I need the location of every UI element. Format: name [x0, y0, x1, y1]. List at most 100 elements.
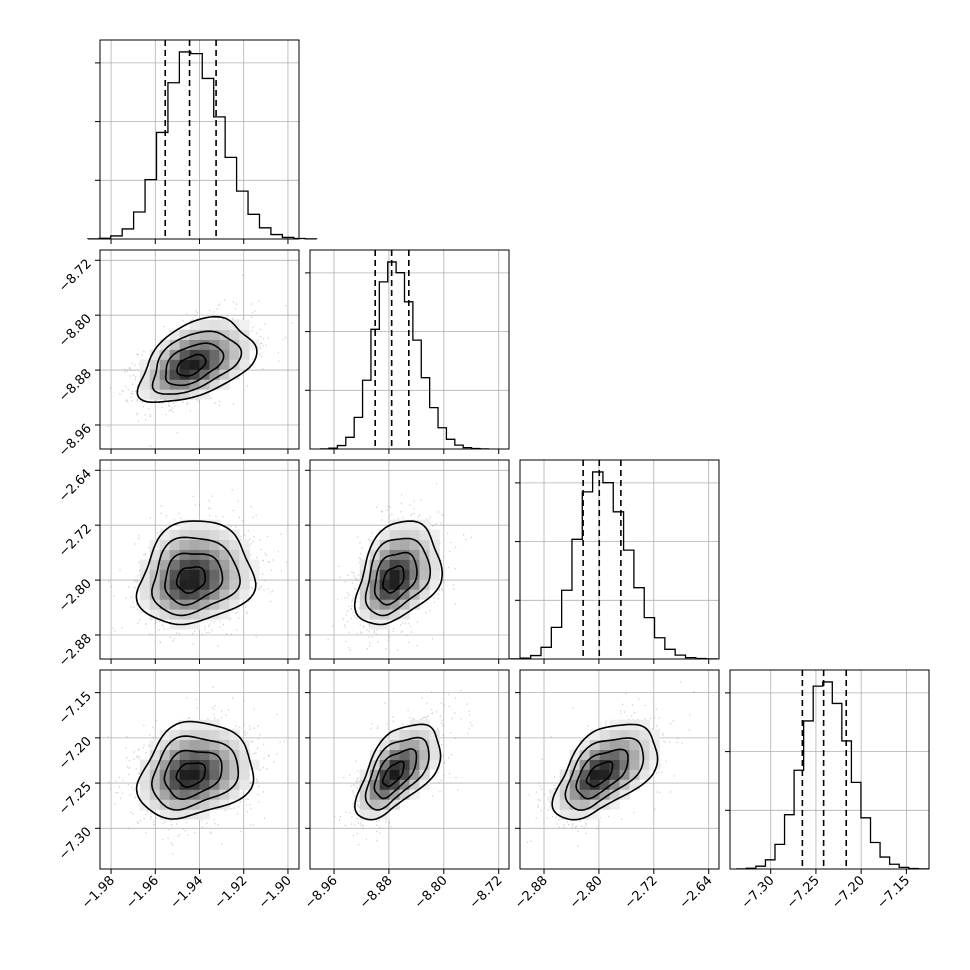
density-cell	[579, 769, 591, 780]
density-cell	[209, 519, 220, 531]
density-cell	[599, 759, 610, 770]
density-cell	[179, 369, 190, 380]
density-cell	[179, 549, 190, 560]
density-cell	[139, 599, 151, 610]
density-cell	[159, 569, 171, 580]
density-cell	[219, 589, 230, 600]
density-cell	[239, 779, 250, 790]
density-cell	[429, 759, 440, 770]
density-cell	[159, 789, 171, 800]
density-cell	[159, 559, 171, 570]
density-cell	[189, 539, 200, 550]
density-cell	[149, 799, 161, 810]
density-cell	[419, 549, 430, 560]
density-cell	[619, 739, 630, 750]
histogram-panel-3: −7.30 −7.25 −7.20 −7.15	[725, 669, 930, 912]
density-cell	[219, 769, 230, 780]
density-cell	[379, 539, 390, 550]
density-cell	[639, 749, 650, 760]
density-cell	[429, 559, 440, 570]
density-cell	[609, 729, 620, 741]
density-cell	[209, 319, 220, 330]
density-cell	[209, 569, 220, 580]
density-cell	[229, 769, 240, 780]
density-cell	[149, 739, 161, 750]
density-cell	[189, 599, 200, 610]
density-cell	[159, 529, 171, 540]
density-cell	[199, 609, 210, 620]
histogram-panel-1	[305, 249, 510, 454]
density-cell	[409, 779, 420, 790]
density-cell	[219, 599, 230, 610]
density-layer	[108, 489, 288, 647]
contour-line	[135, 520, 257, 626]
density-cell	[209, 549, 220, 560]
density-cell	[619, 729, 630, 741]
density-cell	[169, 739, 180, 750]
density-panel-2-1	[305, 459, 510, 664]
density-cell	[139, 789, 151, 800]
density-cell	[219, 779, 230, 790]
density-cell	[569, 799, 581, 810]
contour-line	[175, 762, 207, 789]
density-cell	[399, 749, 410, 760]
density-cell	[419, 539, 430, 550]
density-cell	[429, 739, 440, 750]
density-layer	[107, 686, 285, 855]
density-cell	[169, 529, 180, 540]
density-cell	[219, 319, 230, 330]
density-cell	[359, 809, 371, 820]
density-cell	[199, 579, 210, 590]
density-cell	[409, 599, 420, 610]
density-cell	[179, 339, 190, 350]
density-cell	[389, 579, 400, 590]
density-cell	[189, 759, 200, 770]
density-cell	[379, 749, 390, 760]
density-cell	[239, 579, 250, 590]
density-cell	[199, 529, 210, 540]
density-cell	[189, 609, 200, 620]
density-layer	[526, 681, 695, 847]
density-cell	[179, 539, 190, 550]
density-cell	[189, 379, 200, 390]
density-cell	[609, 789, 620, 800]
density-cell	[589, 739, 600, 750]
histogram-step	[87, 51, 318, 240]
density-cell	[149, 609, 161, 620]
density-cell	[149, 549, 161, 560]
x-tick-label: −8.88	[357, 873, 396, 912]
density-cell	[409, 519, 420, 531]
contour-line	[164, 552, 224, 606]
histogram-step	[319, 261, 489, 450]
density-cell	[149, 569, 161, 580]
density-cell	[199, 599, 210, 610]
density-layer	[107, 274, 293, 447]
density-cell	[549, 799, 561, 810]
density-cell	[189, 719, 200, 731]
density-cell	[379, 579, 390, 590]
density-cell	[649, 749, 660, 760]
density-cell	[399, 569, 410, 580]
density-cell	[159, 549, 171, 560]
density-cell	[569, 779, 581, 790]
density-cell	[569, 809, 581, 820]
density-cell	[409, 589, 420, 600]
density-cell	[229, 579, 240, 590]
density-cell	[219, 799, 230, 810]
density-cell	[609, 759, 620, 770]
density-cell	[639, 739, 650, 750]
density-cell	[389, 599, 400, 610]
contour-line	[364, 736, 430, 811]
histogram-step	[509, 471, 718, 660]
density-cell	[159, 379, 171, 390]
density-cell	[159, 729, 171, 741]
density-cell	[239, 559, 250, 570]
density-cell	[429, 579, 440, 590]
density-cell	[209, 379, 220, 390]
density-cell	[189, 589, 200, 600]
density-cell	[189, 559, 200, 570]
density-cell	[179, 779, 190, 790]
density-cell	[149, 749, 161, 760]
density-cell	[209, 369, 220, 380]
contour-line	[551, 723, 659, 821]
